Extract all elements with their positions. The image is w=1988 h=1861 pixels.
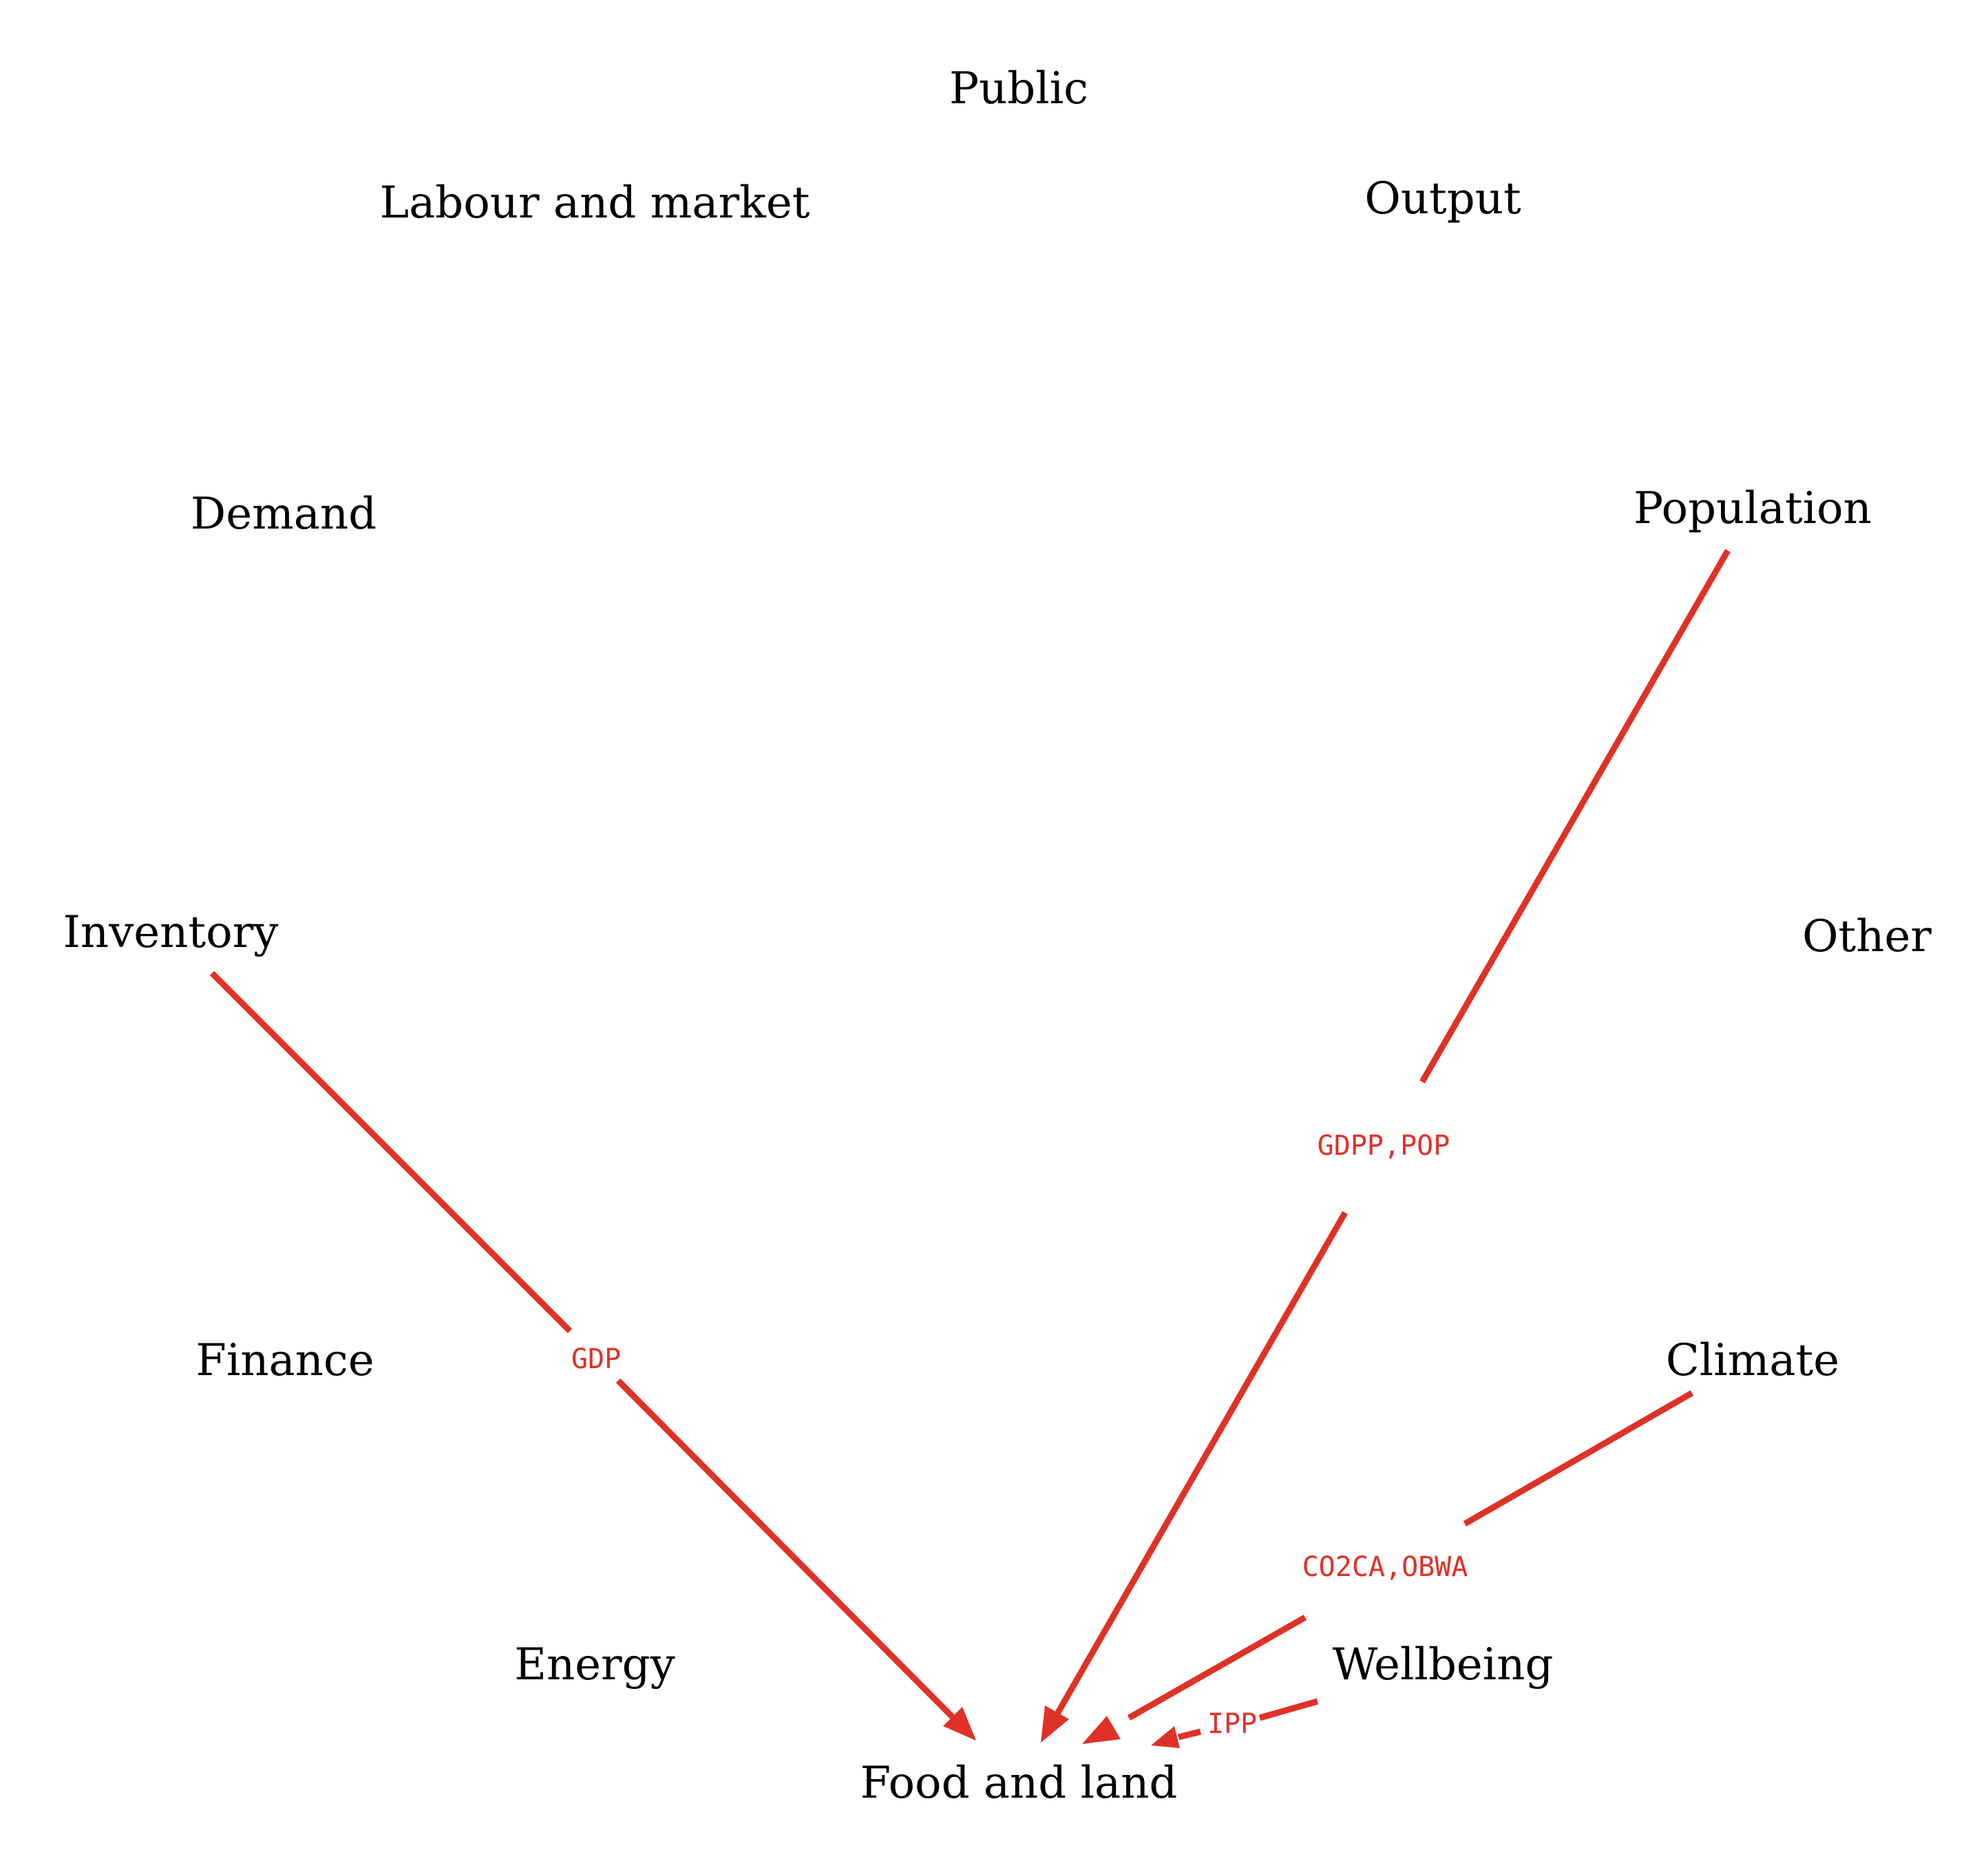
edge-line [1258, 1698, 1319, 1721]
arrow-head [943, 1707, 976, 1741]
node-labour-and-market: Labour and market [380, 178, 810, 228]
arrow-head [1151, 1726, 1180, 1748]
edge-label-gdpp-pop: GDPP,POP [1318, 1130, 1450, 1162]
edge-inventory-food: GDP [209, 970, 976, 1741]
edge-line [1177, 1728, 1202, 1741]
node-demand: Demand [191, 489, 377, 540]
node-energy: Energy [514, 1639, 675, 1690]
node-inventory: Inventory [63, 907, 279, 958]
edge-climate-food: CO2CA,OBWA [1082, 1390, 1694, 1744]
node-public: Public [949, 63, 1088, 114]
edge-line [1127, 1615, 1307, 1721]
node-wellbeing: Wellbeing [1333, 1639, 1554, 1690]
arrow-head [1082, 1716, 1121, 1744]
edge-line [1055, 1211, 1348, 1716]
node-other: Other [1802, 911, 1932, 962]
edge-line [615, 1378, 956, 1721]
edge-population-food: GDPP,POP [1041, 549, 1731, 1743]
node-population: Population [1633, 483, 1872, 534]
edge-line [209, 970, 573, 1334]
arrow-head [1041, 1705, 1069, 1743]
edge-line [1419, 549, 1731, 1084]
edge-line [1463, 1390, 1694, 1527]
node-climate: Climate [1666, 1335, 1839, 1386]
node-finance: Finance [195, 1335, 374, 1386]
node-output: Output [1364, 173, 1521, 224]
edge-label-ipp: IPP [1207, 1708, 1257, 1740]
node-food-and-land: Food and land [860, 1758, 1178, 1809]
edge-label-gdp: GDP [571, 1343, 621, 1375]
edge-wellbeing-food: IPP [1151, 1698, 1319, 1748]
edge-label-co2ca-obwa: CO2CA,OBWA [1302, 1551, 1468, 1583]
